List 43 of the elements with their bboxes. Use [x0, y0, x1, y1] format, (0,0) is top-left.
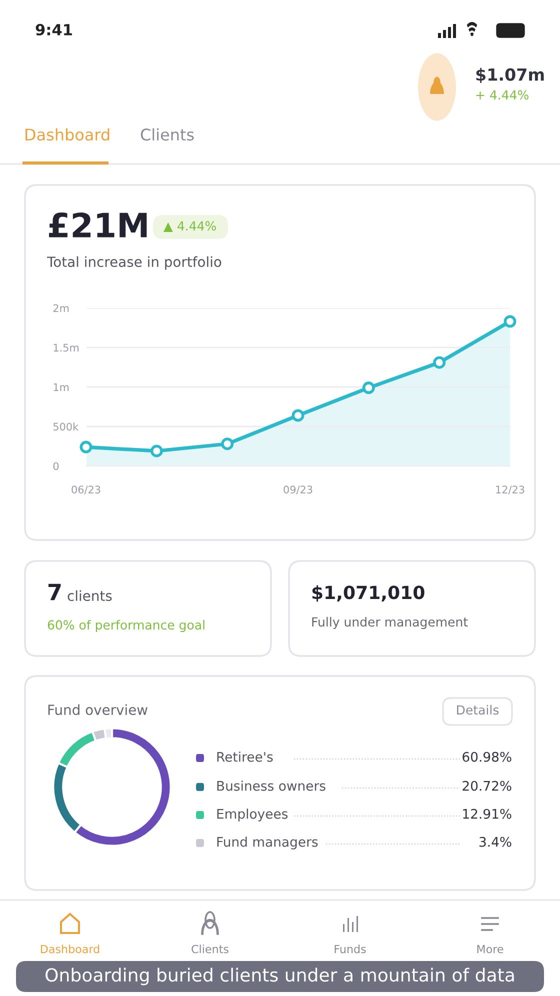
text: Fully under management [312, 616, 468, 630]
chart-subtitle: Total increase in portfolio [46, 256, 222, 270]
y-tick-label: 1.5m [54, 344, 78, 352]
point [362, 382, 375, 394]
text: clients [68, 590, 112, 602]
legend-label: Retiree's [217, 752, 273, 762]
text: Funds [334, 944, 366, 954]
point [292, 409, 304, 422]
y-tick-label: 2m [53, 304, 69, 312]
text: Clients [192, 944, 228, 954]
y-tick-label: 500k [53, 422, 79, 431]
data-label: 20.72% [462, 780, 512, 791]
data-label: 3.4% [479, 836, 512, 847]
text: 7 [48, 584, 61, 600]
text: Dashboard [40, 944, 100, 954]
data-label: 12.91% [463, 808, 512, 819]
point [221, 438, 234, 450]
legend-label: Fund managers [217, 836, 318, 850]
text: Clients [140, 128, 194, 141]
point [504, 315, 516, 328]
chart-title: Fund overview [48, 704, 148, 716]
legend-label: Employees [217, 808, 288, 822]
text: 60% of performance goal [48, 620, 204, 632]
text: Dashboard [26, 128, 110, 141]
legend-label: Business owners [217, 780, 326, 791]
y-tick-label: 0 [53, 462, 59, 470]
data-label: 60.98% [462, 752, 512, 762]
x-tick-label: 06/23 [72, 486, 100, 494]
y-tick-label: 1m [54, 383, 69, 391]
text: $1,071,010 [312, 585, 424, 602]
text: Details [457, 704, 499, 715]
text: + 4.44% [476, 90, 528, 100]
text: $1.07m [476, 68, 544, 84]
chart-title: £21M [49, 212, 147, 238]
text: Onboarding buried clients under a mountain of data [46, 968, 514, 986]
text: More [477, 944, 504, 954]
point [150, 444, 163, 458]
x-tick-label: 09/23 [284, 486, 312, 494]
text: 9:41 [36, 24, 72, 36]
point [433, 356, 446, 369]
text: ▲ 4.44% [163, 221, 216, 232]
point [80, 440, 92, 454]
x-tick-label: 12/23 [496, 486, 524, 494]
